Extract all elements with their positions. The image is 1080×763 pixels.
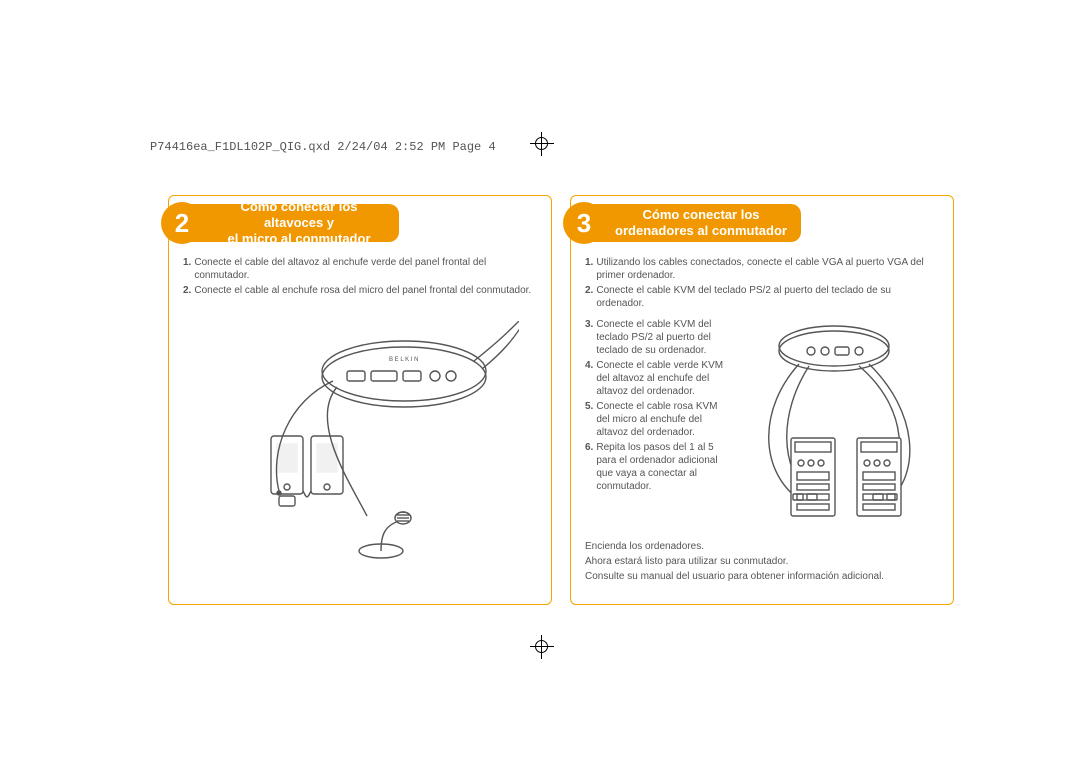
- step-title: Cómo conectar los ordenadores al conmuta…: [589, 204, 801, 242]
- title-line-2: ordenadores al conmutador: [615, 223, 787, 239]
- step-num: 2.: [585, 284, 593, 310]
- title-line-1: Cómo conectar los altavoces y: [213, 199, 385, 232]
- step-title: Cómo conectar los altavoces y el micro a…: [187, 204, 399, 242]
- step-text: Conecte el cable rosa KVM del micro al e…: [596, 400, 729, 439]
- step-num: 6.: [585, 441, 593, 493]
- instruction-item: 3. Conecte el cable KVM del teclado PS/2…: [585, 318, 729, 357]
- panel-3-footer: Encienda los ordenadores. Ahora estará l…: [585, 539, 939, 584]
- step-num: 4.: [585, 359, 593, 398]
- step-number-badge: 2: [161, 202, 203, 244]
- title-line-1: Cómo conectar los: [615, 207, 787, 223]
- step-text: Conecte el cable del altavoz al enchufe …: [194, 256, 537, 282]
- panel-3-content: 1. Utilizando los cables conectados, con…: [585, 256, 939, 542]
- instruction-item: 2. Conecte el cable KVM del teclado PS/2…: [585, 284, 939, 310]
- instruction-item: 5. Conecte el cable rosa KVM del micro a…: [585, 400, 729, 439]
- instruction-item: 1. Conecte el cable del altavoz al enchu…: [183, 256, 537, 282]
- step-text: Utilizando los cables conectados, conect…: [596, 256, 939, 282]
- footer-line: Consulte su manual del usuario para obte…: [585, 569, 939, 584]
- step-number-badge: 3: [563, 202, 605, 244]
- step-text: Conecte el cable al enchufe rosa del mic…: [194, 284, 537, 297]
- title-line-2: el micro al conmutador: [213, 231, 385, 247]
- panel-3-header: 3 Cómo conectar los ordenadores al conmu…: [563, 202, 801, 244]
- panel-2-header: 2 Cómo conectar los altavoces y el micro…: [161, 202, 399, 244]
- step-num: 1.: [183, 256, 191, 282]
- instruction-item: 4. Conecte el cable verde KVM del altavo…: [585, 359, 729, 398]
- step-num: 5.: [585, 400, 593, 439]
- footer-line: Encienda los ordenadores.: [585, 539, 939, 554]
- step-text: Conecte el cable verde KVM del altavoz a…: [596, 359, 729, 398]
- instruction-item: 2. Conecte el cable al enchufe rosa del …: [183, 284, 537, 297]
- step-text: Repita los pasos del 1 al 5 para el orde…: [596, 441, 729, 493]
- instruction-item: 6. Repita los pasos del 1 al 5 para el o…: [585, 441, 729, 493]
- panel-step-2: 2 Cómo conectar los altavoces y el micro…: [168, 195, 552, 605]
- step-text: Conecte el cable KVM del teclado PS/2 al…: [596, 284, 939, 310]
- trim-mark-bottom: [530, 635, 554, 659]
- instruction-item: 1. Utilizando los cables conectados, con…: [585, 256, 939, 282]
- print-header: P74416ea_F1DL102P_QIG.qxd 2/24/04 2:52 P…: [150, 140, 496, 154]
- illustration-speakers-mic: B E L K I N: [199, 321, 519, 561]
- illustration-computers: [739, 318, 939, 542]
- step-text: Conecte el cable KVM del teclado PS/2 al…: [596, 318, 729, 357]
- panel-2-content: 1. Conecte el cable del altavoz al enchu…: [183, 256, 537, 299]
- panel-step-3: 3 Cómo conectar los ordenadores al conmu…: [570, 195, 954, 605]
- svg-text:B E L K I N: B E L K I N: [389, 357, 418, 363]
- footer-line: Ahora estará listo para utilizar su conm…: [585, 554, 939, 569]
- step-num: 2.: [183, 284, 191, 297]
- step-num: 1.: [585, 256, 593, 282]
- trim-mark-top: [530, 132, 554, 156]
- step-num: 3.: [585, 318, 593, 357]
